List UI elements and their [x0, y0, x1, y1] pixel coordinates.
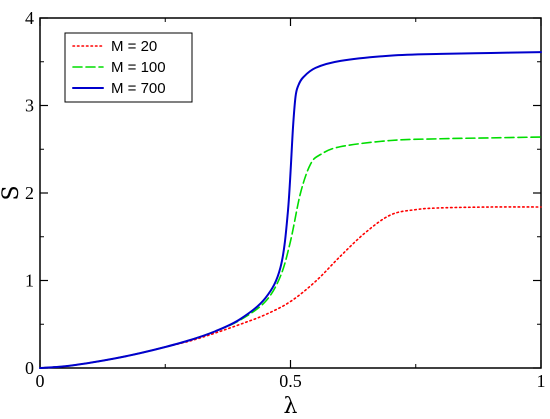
y-axis-title: S — [0, 185, 24, 200]
legend-label-3: M = 700 — [111, 80, 166, 97]
x-tick-label: 0 — [36, 371, 45, 391]
x-tick-label: 1 — [537, 371, 546, 391]
y-tick-label: 2 — [25, 183, 34, 203]
legend-label-1: M = 20 — [111, 38, 157, 55]
legend-label-2: M = 100 — [111, 59, 166, 76]
x-axis-title: λ — [284, 394, 298, 419]
y-tick-label: 1 — [25, 271, 34, 291]
series-line-3 — [39, 51, 542, 369]
y-tick-label: 0 — [25, 358, 34, 378]
y-tick-label: 3 — [25, 96, 34, 116]
x-tick-label: 0.5 — [279, 371, 302, 391]
series-line-1 — [39, 206, 542, 369]
legend: M = 20 M = 100 M = 700 — [64, 32, 193, 103]
y-tick-label: 4 — [25, 8, 34, 28]
series-layer — [39, 51, 542, 369]
